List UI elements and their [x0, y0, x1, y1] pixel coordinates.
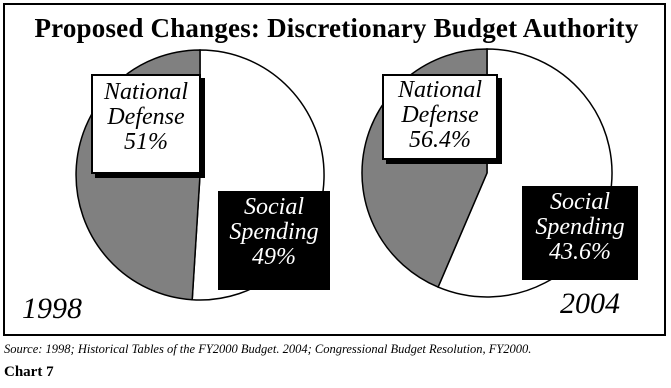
callout-1998-social-spending: Social Spending 49%	[218, 191, 330, 290]
year-label-1998: 1998	[22, 292, 82, 325]
callout-1998-national-defense: National Defense 51%	[91, 74, 201, 174]
chart-frame: Proposed Changes: Discretionary Budget A…	[3, 3, 666, 336]
callout-1998-defense-line1: National	[103, 79, 188, 105]
callout-2004-social-line1: Social	[550, 189, 610, 215]
callout-1998-social-value: 49%	[252, 244, 296, 271]
callout-1998-defense-value: 51%	[124, 129, 168, 156]
callout-2004-national-defense: National Defense 56.4%	[382, 74, 498, 160]
callout-2004-social-spending: Social Spending 43.6%	[522, 186, 638, 280]
callout-2004-defense-line2: Defense	[401, 102, 479, 129]
year-label-2004: 2004	[560, 287, 620, 320]
callout-1998-social-line2: Spending	[229, 219, 319, 246]
chart-title: Proposed Changes: Discretionary Budget A…	[34, 13, 639, 43]
callout-2004-defense-line1: National	[397, 77, 482, 103]
callout-2004-social-value: 43.6%	[549, 239, 611, 266]
callout-1998-social-line1: Social	[244, 194, 304, 220]
callout-2004-social-line2: Spending	[535, 214, 625, 241]
callout-1998-defense-line2: Defense	[107, 104, 185, 131]
chart-number: Chart 7	[4, 364, 54, 380]
callout-2004-defense-value: 56.4%	[409, 127, 471, 154]
source-note: Source: 1998; Historical Tables of the F…	[4, 342, 532, 356]
